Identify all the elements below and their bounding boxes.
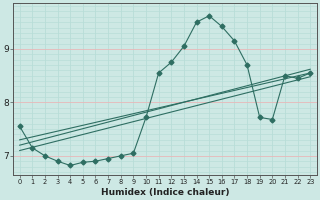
X-axis label: Humidex (Indice chaleur): Humidex (Indice chaleur)	[101, 188, 229, 197]
